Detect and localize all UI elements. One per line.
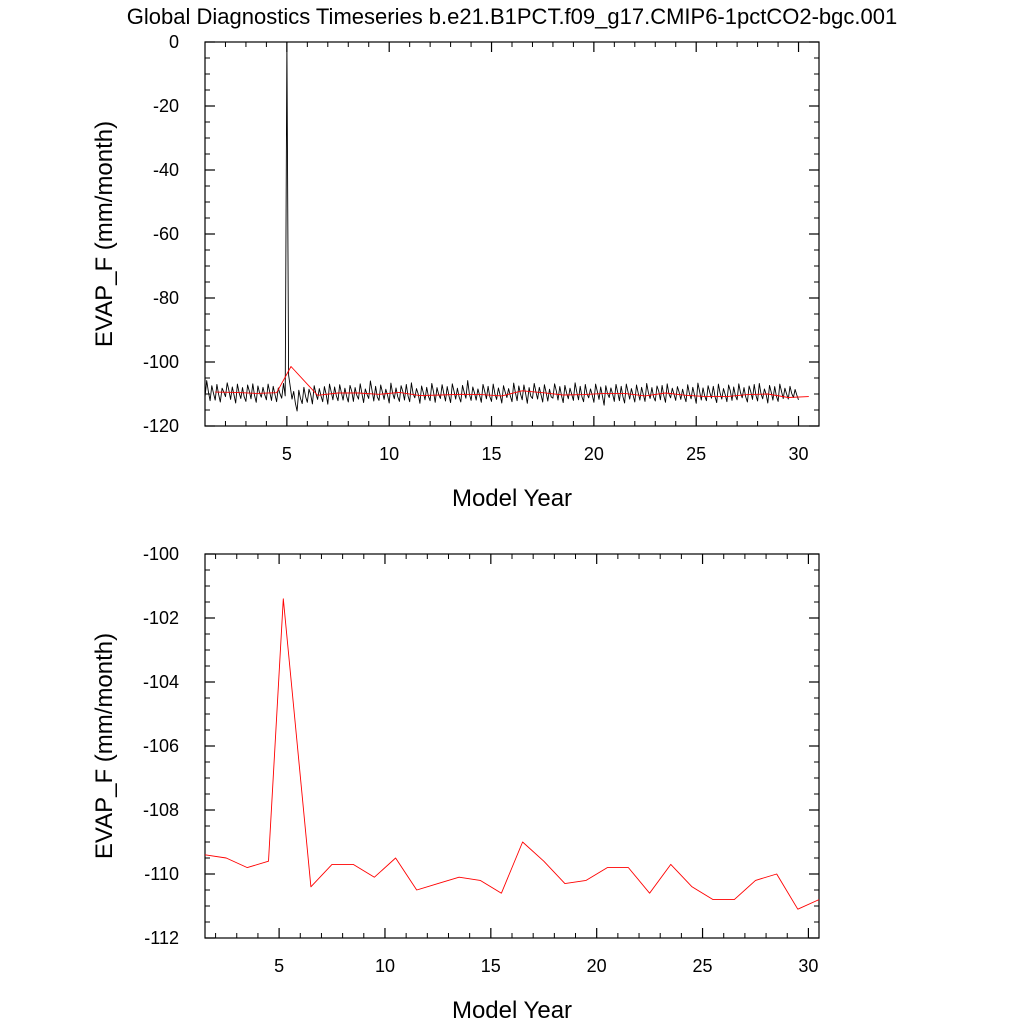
bottom-y-tick-label: -102 [143, 608, 179, 628]
top-y-tick-label: -60 [153, 224, 179, 244]
bottom-y-tick-label: -108 [143, 800, 179, 820]
top-x-tick-label: 20 [584, 444, 604, 464]
top-y-tick-label: -100 [143, 352, 179, 372]
bottom-panel: EVAP_F (mm/month) Model Year 5 10 15 20 25 30… [91, 544, 820, 1024]
bottom-x-tick-label: 20 [587, 956, 607, 976]
top-y-tick-label: 0 [169, 32, 179, 52]
top-annual-mean-line [215, 366, 809, 398]
top-x-tick-label: 5 [282, 444, 292, 464]
top-panel-xlabel: Model Year [452, 485, 572, 512]
top-y-tick-label: -40 [153, 160, 179, 180]
bottom-y-tick-label: -104 [143, 672, 179, 692]
top-y-tick-label: -20 [153, 96, 179, 116]
top-x-tick-label: 15 [482, 444, 502, 464]
bottom-annual-mean-line [204, 598, 820, 910]
top-plot-frame [204, 41, 820, 427]
bottom-y-tick-label: -100 [143, 544, 179, 564]
bottom-x-tick-label: 15 [481, 956, 501, 976]
top-monthly-line [204, 42, 799, 412]
top-panel: EVAP_F (mm/month) Model Year 5 10 15 20 25 30… [91, 32, 820, 512]
top-x-tick-label: 10 [379, 444, 399, 464]
bottom-x-tick-label: 25 [693, 956, 713, 976]
bottom-panel-xlabel: Model Year [452, 997, 572, 1024]
bottom-y-tick-label: -112 [144, 928, 179, 948]
bottom-panel-ylabel: EVAP_F (mm/month) [91, 633, 118, 859]
bottom-x-tick-label: 30 [798, 956, 818, 976]
bottom-x-tick-label: 5 [274, 956, 284, 976]
bottom-y-tick-label: -106 [143, 736, 179, 756]
bottom-y-tick-label: -110 [144, 864, 179, 884]
figure-title: Global Diagnostics Timeseries b.e21.B1PC… [127, 4, 897, 29]
top-panel-ylabel: EVAP_F (mm/month) [91, 121, 118, 347]
bottom-x-tick-label: 10 [375, 956, 395, 976]
top-y-tick-label: -80 [153, 288, 179, 308]
top-x-tick-label: 30 [789, 444, 809, 464]
top-x-tick-label: 25 [686, 444, 706, 464]
top-y-tick-label: -120 [143, 416, 179, 436]
